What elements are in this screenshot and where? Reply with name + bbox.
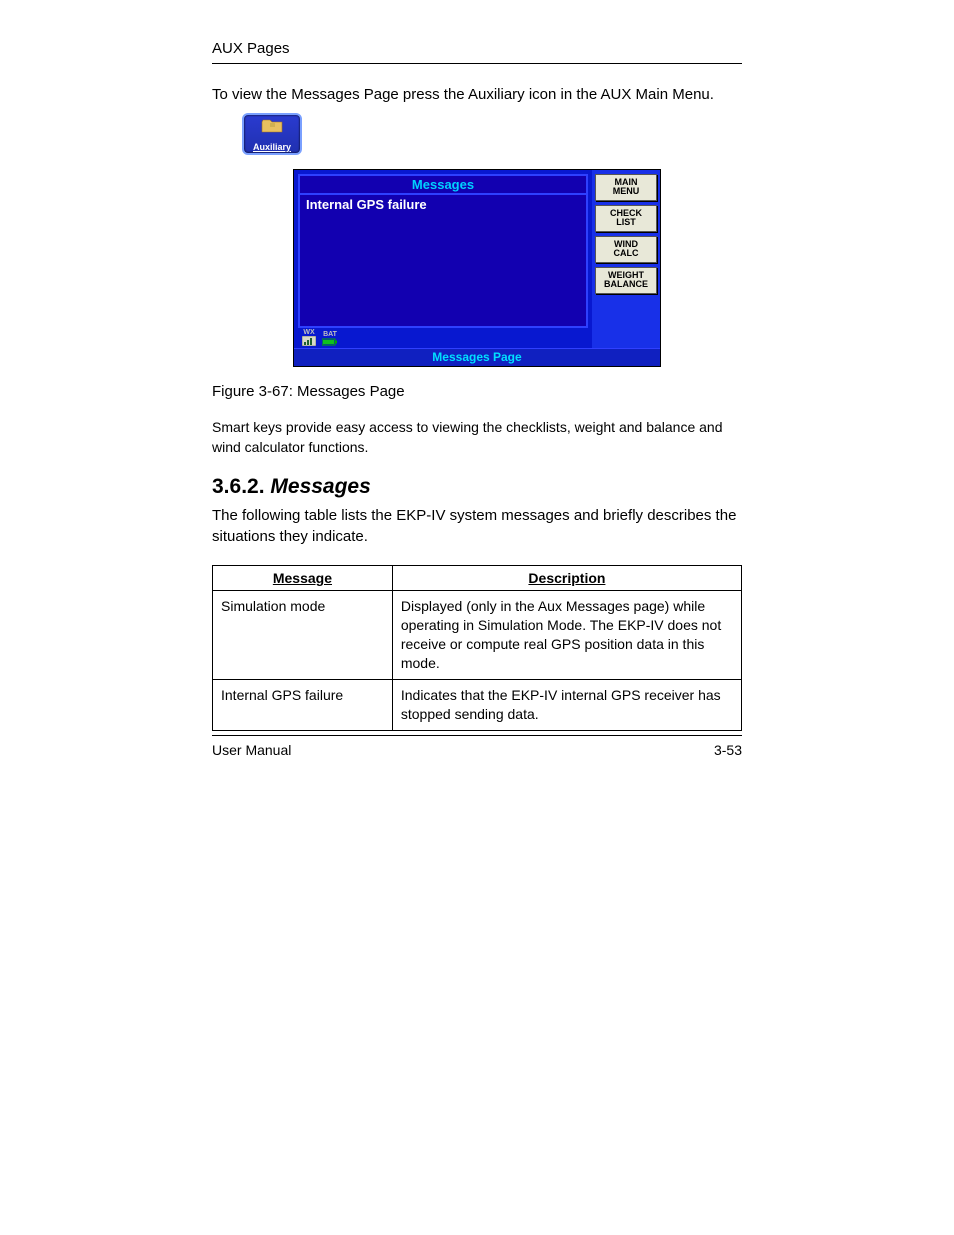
smartkeys-note: Smart keys provide easy access to viewin… [212, 418, 742, 457]
table-cell-description: Indicates that the EKP-IV internal GPS r… [392, 679, 741, 730]
section-number: 3.6.2. [212, 475, 265, 498]
device-screenshot: Messages Internal GPS failure WX [293, 169, 661, 367]
table-header-message: Message [213, 566, 393, 591]
auxiliary-icon: Auxiliary [242, 113, 302, 155]
messages-panel-body: Internal GPS failure [300, 195, 586, 214]
table-cell-message: Simulation mode [213, 591, 393, 680]
figure-caption: Figure 3-67: Messages Page [212, 383, 742, 400]
messages-panel-title: Messages [300, 176, 586, 195]
messages-panel: Messages Internal GPS failure [298, 174, 588, 328]
table-header-description: Description [392, 566, 741, 591]
table-row: Internal GPS failure Indicates that the … [213, 679, 742, 730]
bottom-rule [212, 735, 742, 736]
battery-icon [322, 338, 338, 346]
table-cell-description: Displayed (only in the Aux Messages page… [392, 591, 741, 680]
weight-balance-button[interactable]: WEIGHTBALANCE [595, 267, 657, 294]
folder-icon [261, 119, 283, 133]
top-rule [212, 63, 742, 64]
table-row: Simulation mode Displayed (only in the A… [213, 591, 742, 680]
section-intro: The following table lists the EKP-IV sys… [212, 505, 742, 547]
section-heading: 3.6.2. Messages [212, 475, 742, 499]
main-menu-button[interactable]: MAINMENU [595, 174, 657, 201]
status-bat: BAT [322, 331, 338, 346]
check-list-button[interactable]: CHECKLIST [595, 205, 657, 232]
page-footer: User Manual 3-53 [212, 742, 742, 758]
device-footer: Messages Page [294, 348, 660, 366]
wind-calc-button[interactable]: WINDCALC [595, 236, 657, 263]
footer-right: 3-53 [714, 742, 742, 758]
status-wx: WX [302, 329, 316, 346]
footer-left: User Manual [212, 742, 291, 758]
status-row: WX BAT [298, 328, 588, 346]
signal-icon [302, 336, 316, 346]
side-button-column: MAINMENU CHECKLIST WINDCALC WEIGHTBALANC… [592, 170, 660, 348]
auxiliary-icon-label: Auxiliary [244, 142, 300, 152]
messages-table: Message Description Simulation mode Disp… [212, 565, 742, 730]
intro-paragraph: To view the Messages Page press the Auxi… [212, 84, 742, 105]
table-cell-message: Internal GPS failure [213, 679, 393, 730]
running-header: AUX Pages [212, 40, 742, 57]
section-title: Messages [270, 475, 370, 498]
